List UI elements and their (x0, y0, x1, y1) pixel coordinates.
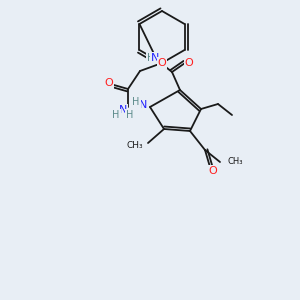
Text: H: H (112, 110, 120, 120)
Text: O: O (158, 58, 166, 68)
Text: N: N (151, 53, 159, 63)
Text: O: O (208, 166, 217, 176)
Text: N: N (139, 100, 147, 110)
Text: H: H (132, 97, 140, 107)
Text: H: H (126, 110, 134, 120)
Text: N: N (119, 105, 127, 115)
Text: O: O (184, 58, 194, 68)
Text: O: O (105, 78, 113, 88)
Text: CH₃: CH₃ (126, 142, 143, 151)
Text: CH₃: CH₃ (228, 158, 244, 166)
Text: H: H (147, 53, 154, 63)
